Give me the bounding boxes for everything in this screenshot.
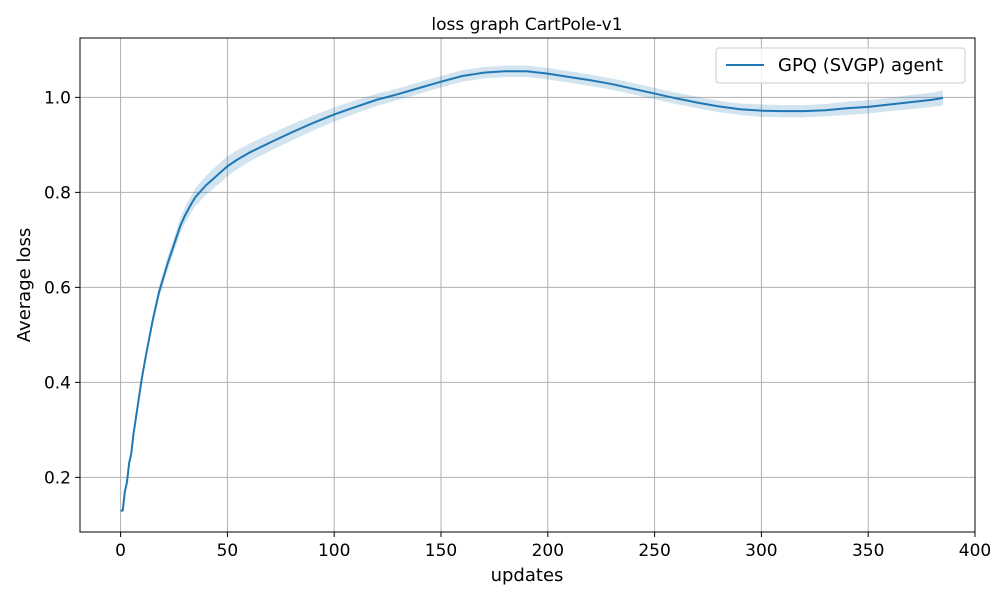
legend: GPQ (SVGP) agent <box>715 47 966 84</box>
series-line-layer <box>120 70 944 512</box>
chart-title: loss graph CartPole-v1 <box>431 15 622 35</box>
x-tick-label: 100 <box>318 541 350 561</box>
confidence-band-layer <box>120 65 943 511</box>
series-line <box>120 70 944 512</box>
legend-label: GPQ (SVGP) agent <box>778 55 943 76</box>
y-tick-label: 0.4 <box>44 373 71 393</box>
confidence-band <box>120 65 943 511</box>
x-tick-label: 150 <box>425 541 457 561</box>
y-tick-label: 0.2 <box>44 468 71 488</box>
y-tick-label: 0.8 <box>44 183 71 203</box>
x-tick-label: 350 <box>852 541 884 561</box>
x-axis-label: updates <box>491 565 564 586</box>
x-tick-label: 200 <box>532 541 564 561</box>
legend-box <box>715 47 966 84</box>
x-axis-ticks: 0 50 100 150 200 250 300 350 400 <box>115 532 991 561</box>
x-tick-label: 400 <box>959 541 991 561</box>
x-tick-label: 50 <box>217 541 239 561</box>
plot-frame <box>79 37 976 533</box>
y-tick-label: 1.0 <box>44 88 71 108</box>
x-tick-label: 300 <box>745 541 777 561</box>
grid <box>80 38 976 532</box>
y-axis-ticks: 0.2 0.4 0.6 0.8 1.0 <box>44 88 80 488</box>
y-tick-label: 0.6 <box>44 278 71 298</box>
x-tick-label: 250 <box>638 541 670 561</box>
x-tick-label: 0 <box>115 541 126 561</box>
y-axis-label: Average loss <box>14 228 35 342</box>
